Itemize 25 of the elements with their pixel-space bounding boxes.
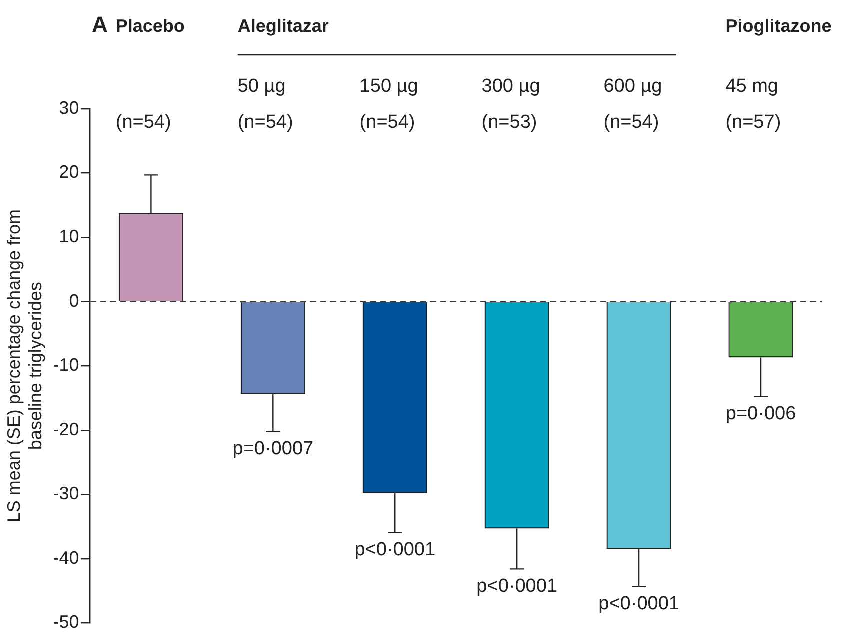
x-tick-label: 150 µg (n=54)	[360, 76, 418, 133]
chart-title: A	[92, 12, 108, 37]
y-tick-label: 30	[59, 98, 80, 118]
y-axis-title: LS mean (SE) percentage change from baseline triglycerides	[4, 210, 46, 523]
y-tick-label: -10	[53, 355, 80, 376]
annotation: p<0·0001	[354, 539, 436, 560]
annotation: p<0·0001	[476, 576, 558, 597]
y-tick-label: -20	[53, 419, 80, 440]
y-tick-label: -40	[53, 548, 80, 568]
x-tick-label: 45 mg (n=57)	[726, 76, 782, 133]
annotation: p=0·006	[726, 404, 796, 425]
y-tick-label: -30	[53, 484, 80, 504]
y-tick-label: -50	[53, 612, 80, 632]
x-tick-label: 600 µg (n=54)	[604, 76, 662, 133]
annotation: p=0·0007	[232, 438, 314, 460]
x-tick-label: (n=54)	[116, 112, 172, 133]
y-tick-label: 10	[59, 226, 80, 247]
annotation: p<0·0001	[598, 593, 680, 614]
y-tick-label: 20	[59, 162, 80, 182]
y-tick-label: 0	[69, 290, 80, 311]
text: Placebo	[116, 16, 185, 36]
x-tick-label: 300 µg (n=53)	[482, 76, 540, 133]
text: Pioglitazone	[726, 16, 832, 36]
text: Aleglitazar	[238, 16, 329, 36]
x-tick-label: 50 µg (n=54)	[238, 76, 294, 133]
